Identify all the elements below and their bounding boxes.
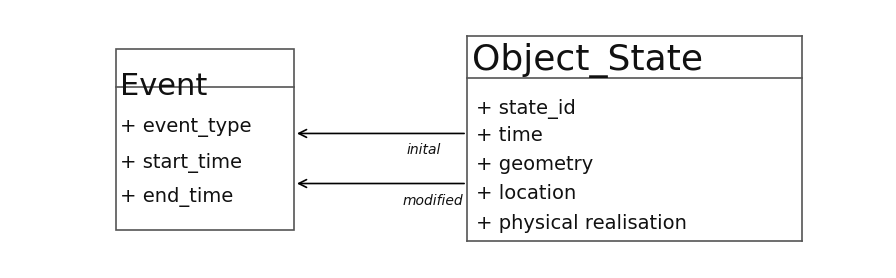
Text: inital: inital — [407, 143, 441, 157]
Text: + end_time: + end_time — [120, 187, 233, 207]
Text: Event: Event — [120, 72, 207, 101]
Text: + state_id: + state_id — [477, 99, 576, 119]
Text: + geometry: + geometry — [477, 155, 593, 174]
Text: + time: + time — [477, 126, 543, 145]
Text: + location: + location — [477, 183, 576, 202]
Text: + event_type: + event_type — [120, 118, 251, 137]
Text: + physical realisation: + physical realisation — [477, 214, 687, 233]
Text: Object_State: Object_State — [472, 43, 703, 78]
Text: modified: modified — [402, 193, 463, 207]
Text: + start_time: + start_time — [120, 153, 242, 173]
